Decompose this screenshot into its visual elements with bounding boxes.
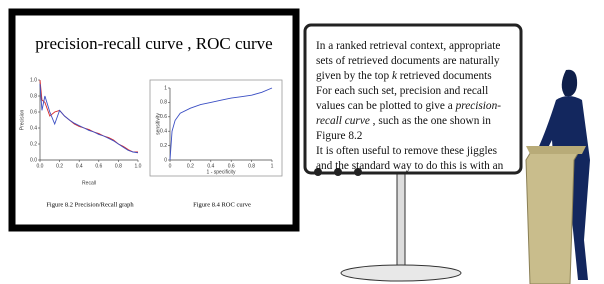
text-run: sets of retrieved documents are naturall… — [316, 55, 500, 67]
x-tick-label: 1.0 — [135, 163, 142, 169]
y-tick-label: 0.6 — [30, 109, 37, 115]
x-tick-label: 0.2 — [56, 163, 63, 169]
board-text-line: Figure 8.2 — [316, 130, 363, 142]
board-text-line: and the standard way to do this is with … — [316, 160, 504, 172]
text-run: retrieved documents — [397, 70, 492, 82]
x-tick-label: 0.4 — [76, 163, 83, 169]
board-text-line: given by the top k retrieved documents — [316, 70, 492, 82]
text-run: and the standard way to do this is with … — [316, 160, 504, 172]
x-tick-label: 0.8 — [115, 163, 122, 169]
board-text-line: recall curve , such as the one shown in — [316, 115, 491, 127]
y-tick-label: 1 — [164, 85, 167, 91]
y-tick-label: 0.4 — [30, 125, 37, 131]
text-run: In a ranked retrieval context, appropria… — [316, 40, 500, 52]
podium-top — [526, 146, 586, 154]
text-run: For each such set, precision and recall — [316, 85, 488, 97]
y-tick-label: 0.8 — [30, 93, 37, 99]
board-text-line: values can be plotted to give a precisio… — [316, 100, 501, 112]
y-tick-label: 0.0 — [30, 157, 37, 163]
figure-caption: Figure 8.4 ROC curve — [193, 201, 251, 208]
x-tick-label: 0.2 — [187, 163, 194, 169]
x-tick-label: 0.0 — [37, 163, 44, 169]
x-tick-label: 0.8 — [248, 163, 255, 169]
y-axis-label: sensitivity — [155, 113, 161, 135]
board-text-line: For each such set, precision and recall — [316, 85, 488, 97]
text-run: It is often useful to remove these jiggl… — [316, 145, 497, 157]
stand-base — [341, 265, 461, 281]
x-axis-label: Recall — [82, 180, 96, 186]
board-text-line: It is often useful to remove these jiggl… — [316, 145, 497, 157]
y-tick-label: 0.2 — [30, 141, 37, 147]
text-run: values can be plotted to give a — [316, 100, 456, 112]
stand-pole — [397, 165, 405, 273]
podium — [526, 150, 580, 284]
y-tick-label: 0.2 — [160, 143, 167, 149]
text-run: , such as the one shown in — [370, 115, 491, 127]
x-tick-label: 1 — [271, 163, 274, 169]
x-axis-label: 1 - specificity — [207, 169, 236, 175]
text-run: Figure 8.2 — [316, 130, 363, 142]
figure-caption: Figure 8.2 Precision/Recall graph — [46, 201, 134, 208]
y-axis-label: Precision — [19, 110, 25, 131]
y-tick-label: 0.8 — [160, 100, 167, 106]
x-tick-label: 0.6 — [95, 163, 102, 169]
text-run: given by the top — [316, 70, 392, 82]
board-text-line: In a ranked retrieval context, appropria… — [316, 40, 500, 52]
text-run: precision- — [455, 100, 502, 112]
text-run: recall curve — [316, 115, 370, 127]
scene: precision-recall curve , ROC curve 0.00.… — [0, 0, 604, 284]
speaker-head — [562, 70, 577, 96]
y-tick-label: 0 — [164, 157, 167, 163]
y-tick-label: 1.0 — [30, 77, 37, 83]
board-text-line: sets of retrieved documents are naturall… — [316, 55, 500, 67]
slide-title: precision-recall curve , ROC curve — [35, 34, 272, 53]
x-tick-label: 0 — [169, 163, 172, 169]
